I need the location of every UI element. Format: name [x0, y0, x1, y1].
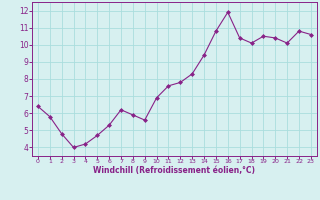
X-axis label: Windchill (Refroidissement éolien,°C): Windchill (Refroidissement éolien,°C) [93, 166, 255, 175]
